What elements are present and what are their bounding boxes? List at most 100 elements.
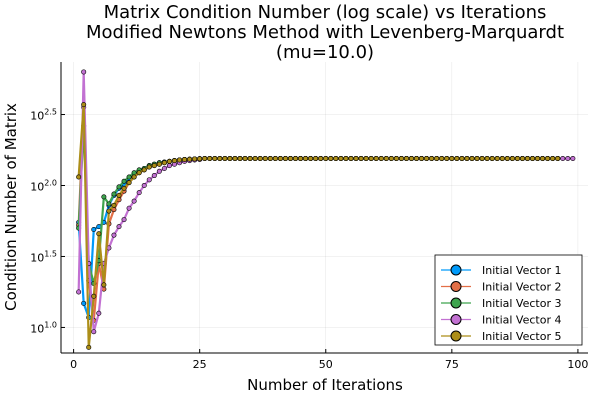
data-point [489,156,495,162]
data-point [282,156,288,162]
data-point [121,178,127,184]
data-point [358,156,364,162]
data-point [257,156,263,162]
data-point [570,156,576,162]
data-point [146,164,152,170]
data-point [545,156,551,162]
data-point [338,156,344,162]
data-point [509,156,515,162]
data-point [232,156,238,162]
data-point [459,156,465,162]
data-point [121,217,127,223]
data-point [156,161,162,167]
data-point [403,156,409,162]
data-point [111,191,117,197]
data-point [444,156,450,162]
x-axis-label: Number of Iterations [247,376,403,394]
legend-item: Initial Vector 2 [441,281,561,294]
data-point [343,156,349,162]
data-point [298,156,304,162]
data-point [81,102,87,108]
data-point [494,156,500,162]
data-point [373,156,379,162]
legend-marker [450,314,462,325]
data-point [479,156,485,162]
data-point [530,156,536,162]
data-point [242,156,248,162]
data-point [303,156,309,162]
data-point [454,156,460,162]
data-point [287,156,293,162]
x-tick-label: 100 [567,358,588,371]
data-point [388,156,394,162]
data-point [146,177,152,183]
y-tick-label: 102.5 [30,108,57,123]
data-point [182,157,188,163]
data-point [318,156,324,162]
data-point [429,156,435,162]
series-5 [76,102,561,350]
legend-label: Initial Vector 2 [482,281,561,294]
data-point [499,156,505,162]
chart-title-line: (mu=10.0) [276,42,374,63]
legend-marker [450,264,462,276]
legend-item: Initial Vector 5 [441,330,561,343]
data-point [348,156,354,162]
data-point [101,194,107,200]
data-point [207,156,213,162]
legend-label: Initial Vector 1 [482,264,561,277]
data-point [247,156,253,162]
data-point [76,174,82,180]
data-point [101,282,107,288]
data-point [106,201,112,207]
series-group [76,69,576,350]
data-point [212,156,218,162]
data-point [81,69,87,75]
data-point [555,156,561,162]
y-tick-label: 101.0 [30,320,57,335]
data-point [177,157,183,163]
data-point [439,156,445,162]
data-point [202,156,208,162]
data-point [76,289,82,295]
data-point [166,158,172,164]
data-point [126,180,132,186]
y-tick-label: 102.0 [30,178,57,193]
x-tick-label: 50 [319,358,333,371]
data-point [272,156,278,162]
data-point [424,156,430,162]
legend-item: Initial Vector 3 [441,297,561,310]
data-point [111,202,117,208]
legend-label: Initial Vector 3 [482,297,561,310]
chart-title-line: Modified Newtons Method with Levenberg-M… [86,22,564,43]
y-tick-label: 101.5 [30,249,57,264]
data-point [398,156,404,162]
data-point [136,170,142,176]
data-point [368,156,374,162]
data-point [116,184,122,190]
legend: Initial Vector 1 Initial Vector 2 Initial … [434,254,583,346]
data-point [106,208,112,214]
data-point [277,156,283,162]
data-point [187,156,193,162]
data-point [111,232,117,238]
data-point [116,224,122,230]
data-point [81,300,87,306]
data-point [540,156,546,162]
data-point [524,156,530,162]
data-point [308,156,314,162]
data-point [131,174,137,180]
data-point [156,168,162,174]
data-point [363,156,369,162]
data-point [313,156,319,162]
data-point [141,183,147,189]
data-point [514,156,520,162]
data-point [161,160,167,166]
data-point [469,156,475,162]
data-point [237,156,243,162]
data-point [419,156,425,162]
data-point [565,156,571,162]
legend-marker [450,297,462,309]
data-point [262,156,268,162]
data-point [504,156,510,162]
